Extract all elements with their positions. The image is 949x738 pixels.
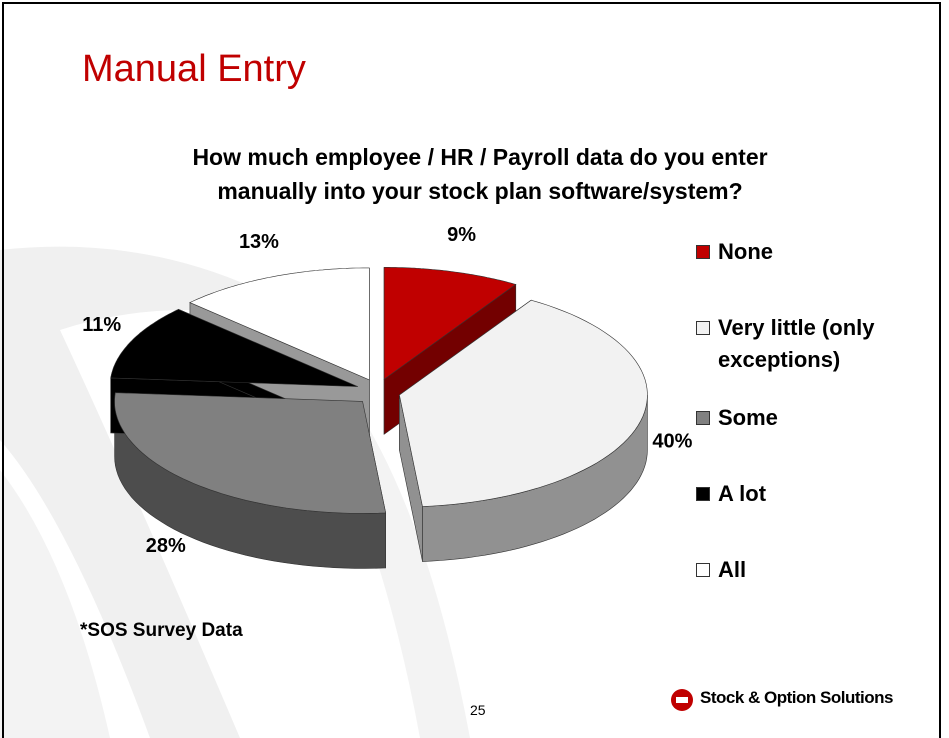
slice xyxy=(383,267,517,380)
legend: None Very little (only exceptions) Some A l… xyxy=(696,236,936,630)
legend-swatch xyxy=(696,321,710,335)
pie-tops xyxy=(110,267,648,514)
slice xyxy=(189,267,370,381)
legend-swatch xyxy=(696,411,710,425)
data-label: 11% xyxy=(82,314,121,336)
chart-title: How much employee / HR / Payroll data do… xyxy=(192,144,768,204)
footnote: *SOS Survey Data xyxy=(80,620,243,641)
slice xyxy=(110,308,359,387)
logo-icon xyxy=(676,697,688,703)
legend-item: Very little (only exceptions) xyxy=(696,312,936,402)
legend-label: Very little (only exceptions) xyxy=(718,315,875,372)
legend-label: None xyxy=(718,239,773,264)
slice xyxy=(399,299,648,507)
legend-swatch xyxy=(696,245,710,259)
data-label: 13% xyxy=(239,231,279,253)
legend-label: All xyxy=(718,557,747,582)
slide-title: Manual Entry xyxy=(82,48,306,90)
legend-label: A lot xyxy=(718,481,767,506)
legend-item: None xyxy=(696,236,936,312)
legend-swatch xyxy=(696,563,710,577)
legend-swatch xyxy=(696,487,710,501)
logo-text: Stock & Option Solutions xyxy=(700,688,893,707)
data-label: 28% xyxy=(146,535,186,557)
data-label: 9% xyxy=(447,224,476,246)
legend-item: Some xyxy=(696,402,936,478)
legend-item: All xyxy=(696,554,936,630)
background-swoosh xyxy=(0,470,110,738)
legend-label: Some xyxy=(718,405,778,430)
data-label: 40% xyxy=(652,431,692,453)
page-number: 25 xyxy=(470,702,486,718)
background-swoosh xyxy=(0,246,330,738)
legend-item: A lot xyxy=(696,478,936,554)
slice xyxy=(114,392,387,514)
